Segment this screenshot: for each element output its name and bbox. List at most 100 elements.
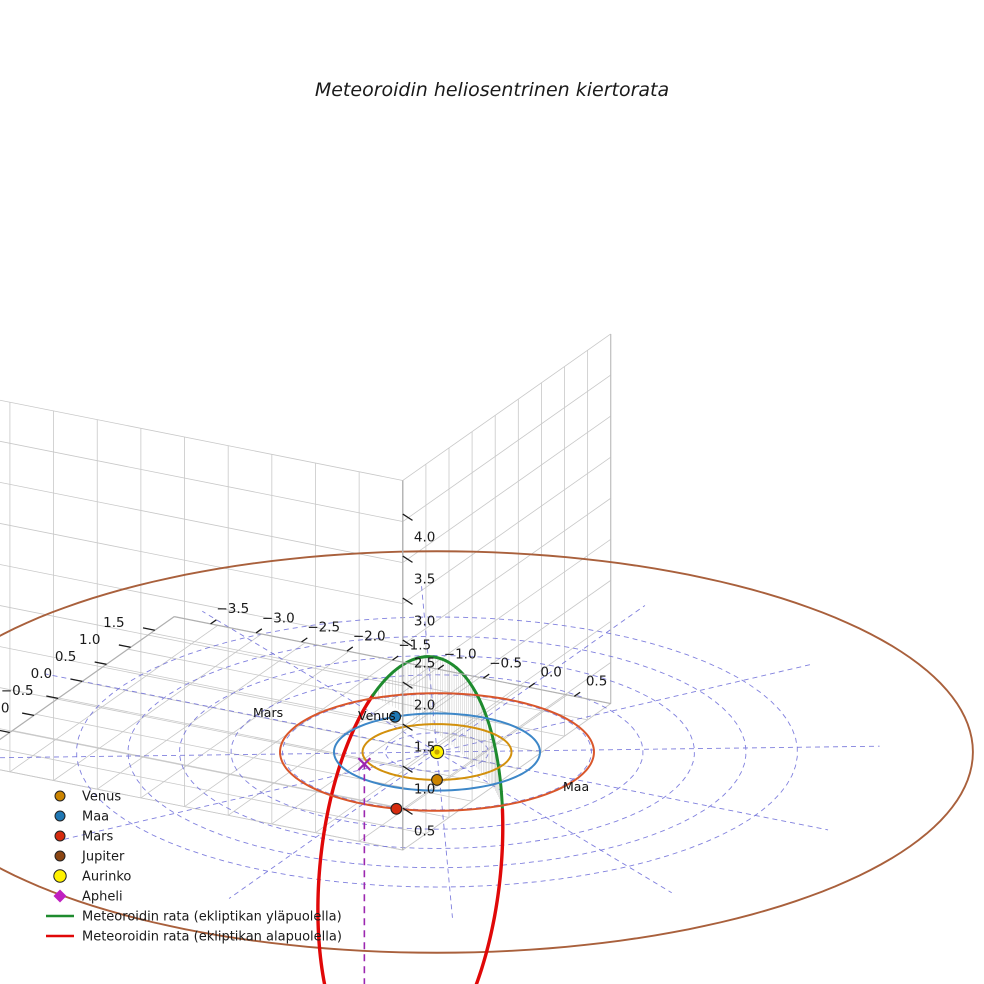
legend-diamond-icon [53, 889, 67, 903]
legend-item[interactable]: Mars [54, 830, 114, 845]
y-tick-mark [210, 619, 217, 625]
y-tick-mark [528, 682, 536, 688]
x-axis-spine [0, 616, 175, 741]
legend-circle-icon [54, 790, 66, 802]
z-tick-label-0: 0.5 [414, 823, 435, 839]
legend-label: Apheli [82, 890, 123, 905]
y-tick-label-8: −3.5 [216, 601, 249, 617]
orbit-path-venus [361, 723, 513, 781]
legend-item[interactable]: Meteoroidin rata (ekliptikan alapuolella… [46, 930, 342, 945]
orbit-path-mars [279, 692, 595, 812]
orbit-path-maa [332, 712, 542, 792]
floor-gridline [9, 624, 219, 773]
z-tick-label-1: 1.0 [414, 781, 435, 797]
z-tick-mark [402, 765, 413, 773]
wall-gridline [0, 399, 403, 481]
y-tick-mark [573, 691, 581, 697]
y-tick-label-4: −1.5 [398, 637, 431, 653]
legend-item[interactable]: Venus [54, 790, 121, 805]
legend-circle-icon [54, 830, 66, 842]
legend-item[interactable]: Meteoroidin rata (ekliptikan yläpuolella… [46, 910, 342, 925]
legend-item[interactable]: Aurinko [53, 869, 132, 885]
y-tick-mark [346, 646, 354, 652]
legend-item[interactable]: Jupiter [54, 850, 125, 865]
y-tick-mark [255, 628, 263, 634]
polar-spoke [436, 745, 880, 753]
x-tick-label-3: −0.5 [1, 683, 34, 699]
z-tick-label-3: 2.0 [414, 697, 435, 713]
venus-label: Venus [358, 708, 396, 723]
z-tick-mark [402, 681, 413, 689]
legend-circle-icon [54, 850, 66, 862]
y-tick-label-0: 0.5 [586, 674, 607, 690]
floor-gridline [227, 668, 437, 816]
polar-spoke [228, 751, 438, 899]
floor-gridline [315, 685, 524, 834]
body-markers [389, 710, 445, 815]
aphelion-group [357, 757, 372, 984]
wall-gridline [402, 374, 611, 522]
y-tick-mark [437, 664, 445, 670]
legend-circle-icon [53, 869, 67, 883]
z-tick-mark [402, 597, 413, 605]
z-tick-mark [402, 807, 413, 815]
wall-gridline [402, 456, 611, 604]
legend-circle-icon [54, 810, 66, 822]
wall-gridline [402, 333, 611, 481]
wall-gridline [0, 687, 403, 769]
y-tick-mark [392, 655, 399, 661]
sun-core [434, 749, 440, 755]
y-tick-label-3: −1.0 [444, 646, 477, 662]
axes-pane-walls [0, 333, 612, 851]
wall-gridline [402, 580, 611, 728]
axes-box-edges [402, 333, 612, 851]
y-tick-mark [483, 673, 490, 679]
legend-item[interactable]: Maa [54, 810, 109, 825]
z-tick-label-6: 3.5 [414, 571, 435, 587]
x-tick-label-4: 0.0 [31, 666, 52, 682]
planet-marker-venus [431, 773, 443, 786]
legend-label: Maa [82, 810, 109, 825]
floor-gridline [53, 633, 262, 781]
polar-spoke [436, 751, 829, 831]
x-tick-mark [118, 644, 131, 648]
z-tick-label-7: 4.0 [414, 529, 435, 545]
planet-marker-mars [390, 802, 403, 815]
z-tick-label-4: 2.5 [414, 655, 435, 671]
axis-spines-ticks: −2.0−1.5−1.0−0.50.00.51.01.50.50.0−0.5−1… [0, 480, 611, 851]
x-tick-mark [70, 678, 83, 682]
x-tick-label-7: 1.5 [103, 615, 124, 631]
meteoroid-orbit-below [316, 693, 505, 984]
x-tick-label-5: 0.5 [55, 649, 76, 665]
mars-label: Mars [253, 705, 283, 720]
wall-gridline [402, 415, 611, 563]
polar-spoke [436, 605, 646, 753]
legend-label: Mars [82, 830, 114, 845]
wall-gridline [402, 621, 611, 769]
legend-label: Venus [82, 790, 121, 805]
legend-label: Jupiter [81, 850, 125, 865]
floor-gridline [402, 703, 611, 851]
aphelion-ground-x-marker [357, 757, 372, 771]
floor-gridline [271, 677, 480, 825]
x-tick-mark [0, 729, 10, 734]
floor-gridline [96, 642, 306, 790]
planet-annotations: Mars Venus Maa [253, 705, 589, 794]
x-tick-mark [142, 627, 155, 631]
meteoroid-orbit-above [454, 666, 504, 812]
z-tick-mark [402, 723, 413, 731]
wall-gridline [0, 523, 403, 605]
wall-gridline [0, 564, 403, 646]
legend-label: Meteoroidin rata (ekliptikan yläpuolella… [82, 910, 342, 925]
z-tick-mark [402, 639, 413, 647]
x-tick-mark [46, 695, 59, 700]
legend-item[interactable]: Apheli [53, 889, 123, 905]
page-title: Meteoroidin heliosentrinen kiertorata [315, 79, 669, 101]
earth-label: Maa [563, 779, 589, 794]
wall-gridline [0, 440, 403, 522]
x-tick-label-2: −1.0 [0, 700, 9, 716]
floor-gridline [140, 651, 350, 799]
wall-gridline [0, 646, 403, 728]
